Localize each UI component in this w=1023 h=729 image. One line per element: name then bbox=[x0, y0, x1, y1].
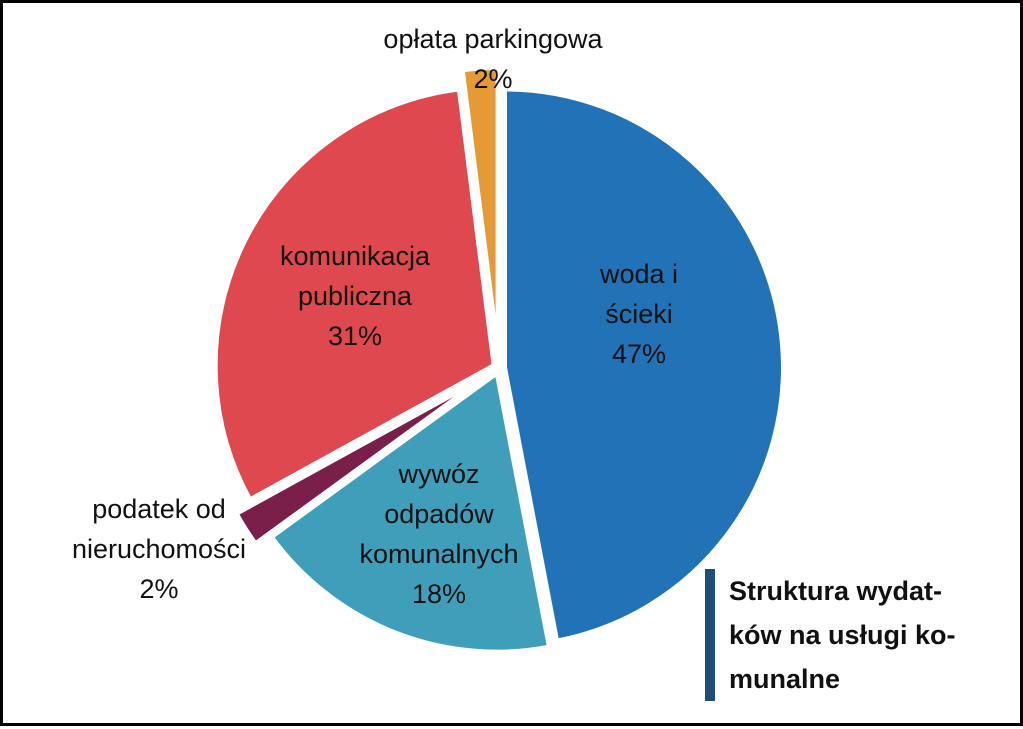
pie-slice-1 bbox=[269, 370, 552, 654]
slice-label-line-3-0: komunikacja bbox=[280, 241, 431, 271]
slice-label-line-2-1: nieruchomości bbox=[72, 534, 246, 564]
slice-label-4: opłata parkingowa 2% bbox=[383, 24, 603, 94]
slice-percent-2: 2% bbox=[139, 574, 178, 604]
slice-label-line-1-2: komunalnych bbox=[359, 539, 518, 569]
slice-label-0: woda i ścieki 47% bbox=[599, 259, 678, 369]
slice-percent-3: 31% bbox=[328, 321, 382, 351]
slice-label-line-1-0: wywóz bbox=[397, 459, 479, 489]
chart-title-line-3: munalne bbox=[729, 664, 841, 694]
pie-slice-3 bbox=[213, 87, 496, 502]
slice-percent-1: 18% bbox=[412, 579, 466, 609]
pie-slice-2 bbox=[234, 378, 482, 546]
slice-percent-4: 2% bbox=[473, 64, 512, 94]
pie-chart: woda i ścieki 47% wywóz odpadów komunalnych 18… bbox=[72, 24, 785, 654]
slice-label-3: komunikacja publiczna 31% bbox=[280, 241, 431, 351]
slice-label-2: podatek od nieruchomości 2% bbox=[72, 494, 246, 604]
slice-label-line-2-0: podatek od bbox=[92, 494, 226, 524]
chart-title: Struktura wydat- ków na usługi ko- munal… bbox=[705, 569, 1023, 701]
slice-label-line-3-1: publiczna bbox=[298, 281, 413, 311]
pie-slice-0 bbox=[502, 87, 785, 643]
slice-label-line-0-0: woda i bbox=[599, 259, 678, 289]
pie-slice-4 bbox=[460, 66, 500, 347]
chart-title-line-2: ków na usługi ko- bbox=[729, 620, 956, 650]
slice-label-line-4-0: opłata parkingowa bbox=[383, 24, 603, 54]
slice-label-1: wywóz odpadów komunalnych 18% bbox=[359, 459, 518, 609]
chart-title-line-1: Struktura wydat- bbox=[729, 576, 943, 606]
slice-percent-0: 47% bbox=[612, 339, 666, 369]
slice-label-line-1-1: odpadów bbox=[384, 499, 494, 529]
slice-label-line-0-1: ścieki bbox=[605, 299, 673, 329]
